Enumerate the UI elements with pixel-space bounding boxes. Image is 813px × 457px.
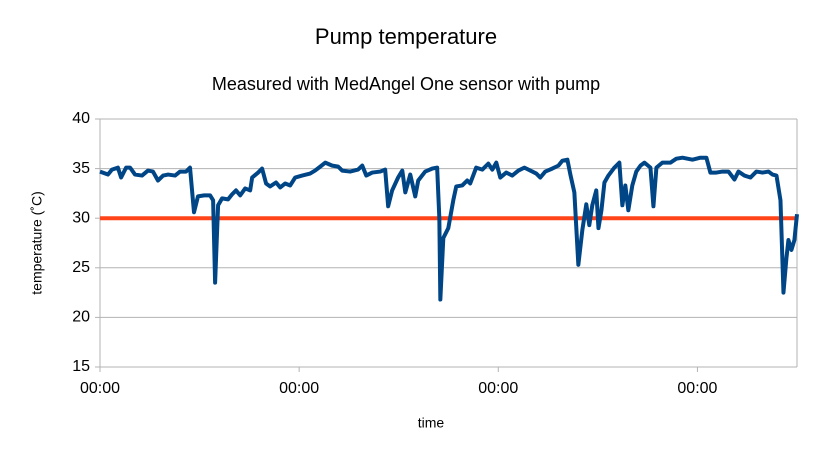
y-tick-label: 25 [72,259,90,276]
y-tick-label: 30 [72,209,90,226]
y-tick-label: 40 [72,110,90,127]
chart-title: Pump temperature [315,24,497,49]
y-tick-label: 35 [72,160,90,177]
y-tick-label: 15 [72,358,90,375]
chart-subtitle: Measured with MedAngel One sensor with p… [212,74,600,94]
y-tick-label: 20 [72,309,90,326]
x-tick-label: 00:00 [677,380,717,397]
x-axis-label: time [418,415,445,431]
x-tick-label: 00:00 [478,380,518,397]
x-tick-label: 00:00 [80,380,120,397]
data-line [99,155,799,302]
x-tick-label: 00:00 [279,380,319,397]
y-axis-label: temperature (˚C) [29,191,45,294]
